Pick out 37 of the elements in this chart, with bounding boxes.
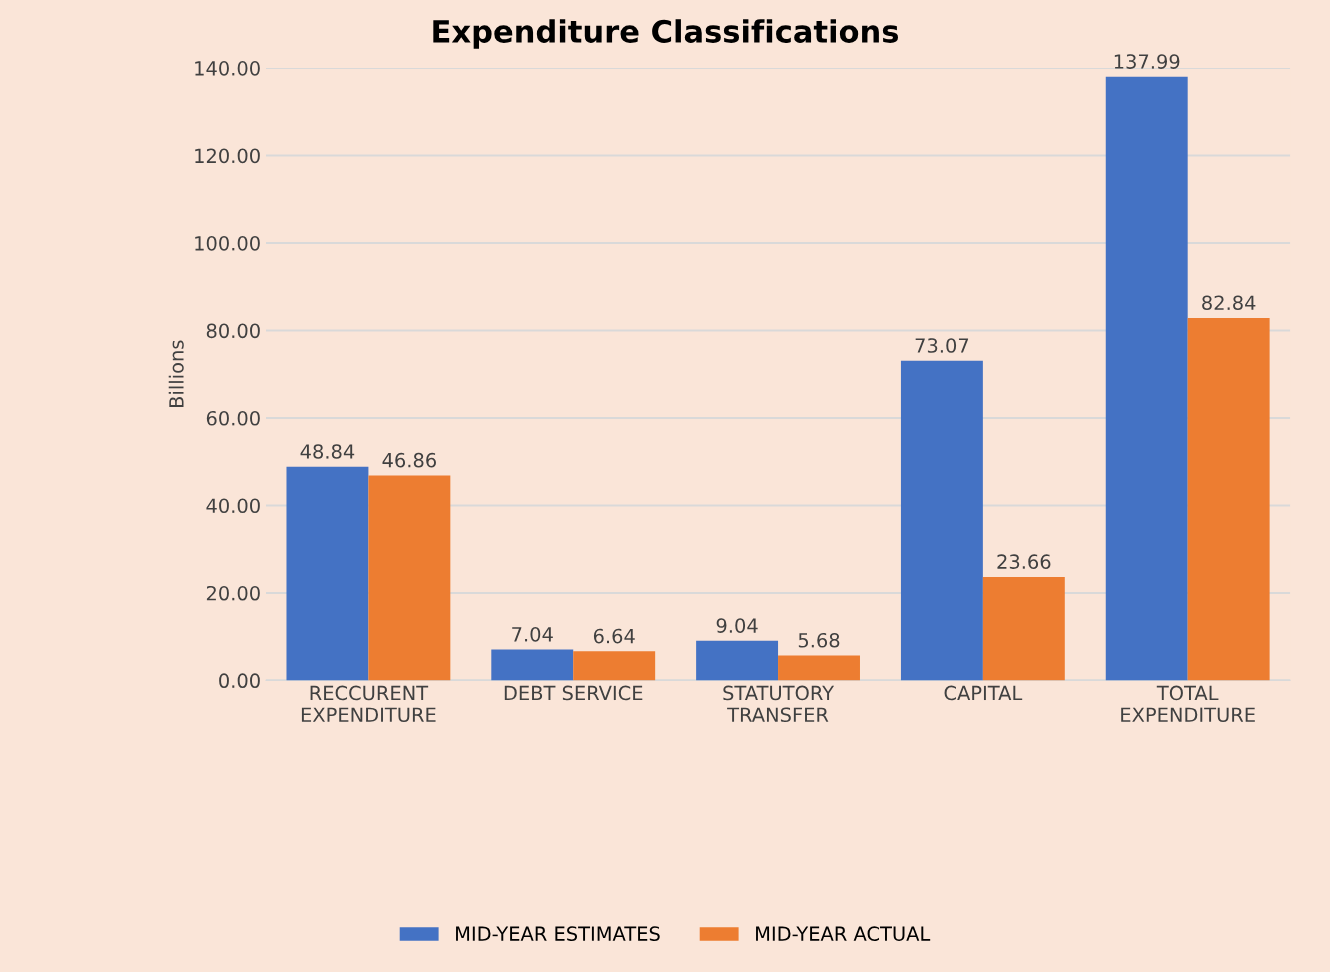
chart-title: Expenditure Classifications xyxy=(433,19,899,49)
data-label: 82.84 xyxy=(1202,295,1256,311)
data-label: 7.04 xyxy=(512,626,553,642)
bar xyxy=(491,649,574,681)
bar xyxy=(1187,318,1270,681)
data-label: 48.84 xyxy=(300,444,355,459)
legend-label: MID-YEAR ESTIMATES xyxy=(456,926,660,942)
bar xyxy=(368,475,451,681)
y-tick-label: 0.00 xyxy=(219,673,260,689)
x-tick-label: STATUTORY TRANSFER xyxy=(723,685,835,723)
data-label: 6.64 xyxy=(593,628,635,644)
bar xyxy=(1105,76,1188,681)
data-label: 73.07 xyxy=(915,338,969,353)
bar xyxy=(982,576,1065,681)
y-tick-label: 60.00 xyxy=(206,410,260,426)
data-label: 137.99 xyxy=(1114,54,1180,69)
bar xyxy=(900,360,983,681)
y-tick-label: 140.00 xyxy=(195,61,260,76)
y-tick-label: 20.00 xyxy=(206,585,260,601)
bar xyxy=(286,466,369,681)
y-tick-label: 120.00 xyxy=(195,148,260,164)
y-tick-label: 100.00 xyxy=(195,235,260,251)
y-tick-label: 40.00 xyxy=(206,498,260,514)
data-label: 46.86 xyxy=(382,452,436,468)
bar xyxy=(696,640,779,681)
data-label: 23.66 xyxy=(997,554,1051,569)
data-label: 9.04 xyxy=(716,618,758,633)
x-tick-label: DEBT SERVICE xyxy=(504,685,643,701)
x-tick-label: CAPITAL xyxy=(944,685,1023,701)
y-axis-title: Billions xyxy=(168,340,184,407)
bar xyxy=(778,655,860,681)
bar xyxy=(573,651,656,681)
legend-label: MID-YEAR ACTUAL xyxy=(756,926,931,942)
y-tick-label: 80.00 xyxy=(206,323,260,339)
data-label: 5.68 xyxy=(798,632,840,648)
x-tick-label: RECCURENT EXPENDITURE xyxy=(301,685,436,723)
x-tick-label: TOTAL EXPENDITURE xyxy=(1121,685,1255,723)
